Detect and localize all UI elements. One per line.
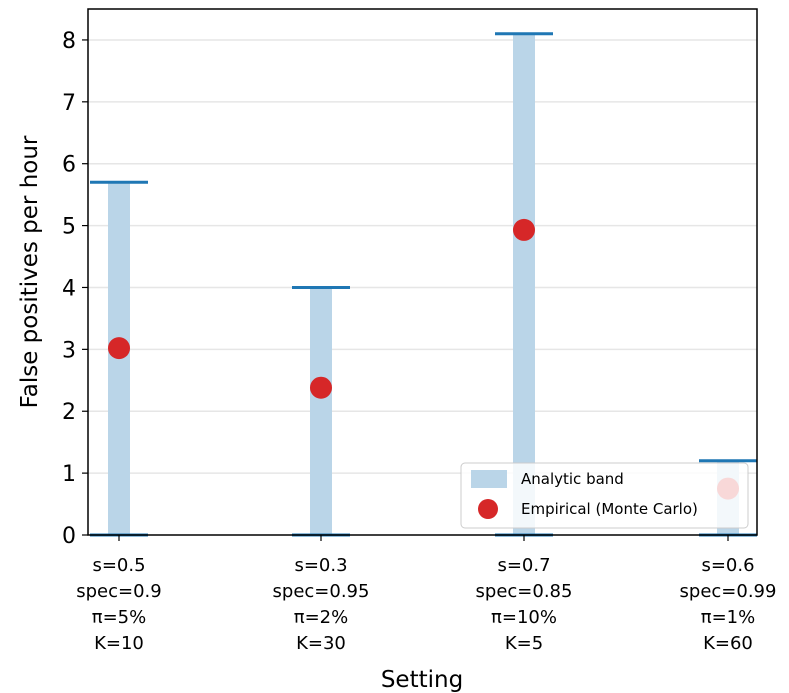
x-tick-label-line: K=10 (94, 633, 144, 654)
analytic-band (513, 33, 535, 536)
empirical-point (513, 218, 535, 241)
legend-label-point: Empirical (Monte Carlo) (521, 500, 698, 518)
legend-swatch-point (478, 499, 498, 519)
x-tick-label-line: s=0.3 (294, 555, 347, 576)
y-tick-label: 0 (62, 524, 76, 549)
x-tick-label-line: K=60 (703, 633, 753, 654)
y-tick-label: 7 (62, 91, 76, 116)
x-axis-ticks: s=0.5 spec=0.9 π=5% K=10 s=0.3 spec=0.95 π=2% K… (76, 535, 776, 654)
y-tick-label: 6 (62, 153, 76, 178)
y-tick-label: 5 (62, 215, 76, 240)
x-tick-label-line: spec=0.95 (273, 581, 370, 602)
analytic-band (310, 287, 332, 535)
y-tick-label: 3 (62, 338, 76, 363)
y-axis-ticks: 0 1 2 3 4 5 6 7 8 (62, 29, 88, 549)
x-tick-label-line: K=30 (296, 633, 346, 654)
x-tick-label-line: π=10% (491, 607, 557, 628)
empirical-point (310, 376, 332, 399)
y-tick-label: 1 (62, 462, 76, 487)
y-tick-label: 2 (62, 400, 76, 425)
x-tick-label-line: K=5 (505, 633, 543, 654)
legend-swatch-band (471, 470, 507, 488)
x-tick-label-line: spec=0.9 (76, 581, 161, 602)
x-axis-label: Setting (381, 667, 463, 693)
x-tick-label-line: π=2% (294, 607, 348, 628)
x-tick-label-line: spec=0.85 (476, 581, 573, 602)
y-axis-label: False positives per hour (17, 135, 43, 408)
plot-background (88, 9, 757, 535)
x-tick-label-line: s=0.6 (701, 555, 754, 576)
legend: Analytic band Empirical (Monte Carlo) (460, 462, 749, 529)
empirical-point (108, 337, 130, 360)
plot-frame (87, 8, 758, 536)
y-tick-label: 4 (62, 276, 76, 301)
x-tick-label-line: s=0.5 (92, 555, 145, 576)
x-tick-label-line: s=0.7 (497, 555, 550, 576)
x-tick-label-line: π=1% (701, 607, 755, 628)
x-tick-label-line: π=5% (92, 607, 146, 628)
legend-frame (460, 462, 749, 529)
grid-lines (88, 39, 757, 474)
y-tick-label: 8 (62, 29, 76, 54)
x-tick-label-line: spec=0.99 (680, 581, 777, 602)
legend-label-band: Analytic band (521, 470, 624, 488)
